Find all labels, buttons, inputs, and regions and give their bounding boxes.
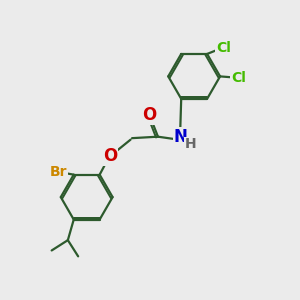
Text: O: O — [103, 147, 117, 165]
Text: Br: Br — [50, 165, 67, 179]
Text: N: N — [174, 128, 188, 146]
Text: Cl: Cl — [231, 71, 246, 85]
Text: Cl: Cl — [216, 41, 231, 55]
Text: O: O — [142, 106, 157, 124]
Text: H: H — [185, 137, 197, 151]
